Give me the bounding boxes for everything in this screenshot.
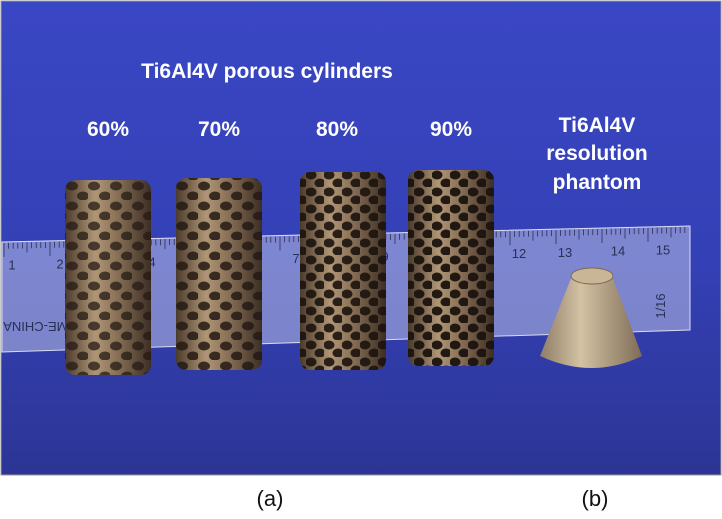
ruler-number: 14 (611, 244, 625, 259)
title: Ti6Al4V porous cylinders (141, 60, 393, 83)
panel-label: (b) (582, 486, 609, 511)
ruler-number: 1 (8, 258, 15, 273)
cylinder-90 (408, 170, 494, 366)
ruler-number: 7 (292, 251, 299, 266)
porosity-label: 70% (198, 118, 240, 141)
ruler-number: 15 (656, 243, 670, 258)
ruler-number: 2 (56, 257, 63, 272)
cylinder-80 (300, 172, 386, 370)
cone-phantom (540, 267, 642, 368)
porosity-label: 60% (87, 118, 129, 141)
phantom-label: resolution (546, 142, 648, 165)
ruler-brand: CME-CHINA (3, 319, 77, 334)
cylinder-70 (176, 178, 262, 370)
ruler-number: 12 (512, 246, 526, 261)
porosity-label: 90% (430, 118, 472, 141)
ruler-number: 13 (558, 245, 572, 260)
porosity-label: 80% (316, 118, 358, 141)
phantom-label: phantom (553, 171, 642, 194)
ruler-number: 4 (148, 254, 155, 269)
cylinder-60 (65, 180, 151, 375)
ruler-fraction: 1/16 (653, 293, 668, 318)
panel-label: (a) (257, 486, 284, 511)
phantom-label: Ti6Al4V (559, 114, 636, 137)
